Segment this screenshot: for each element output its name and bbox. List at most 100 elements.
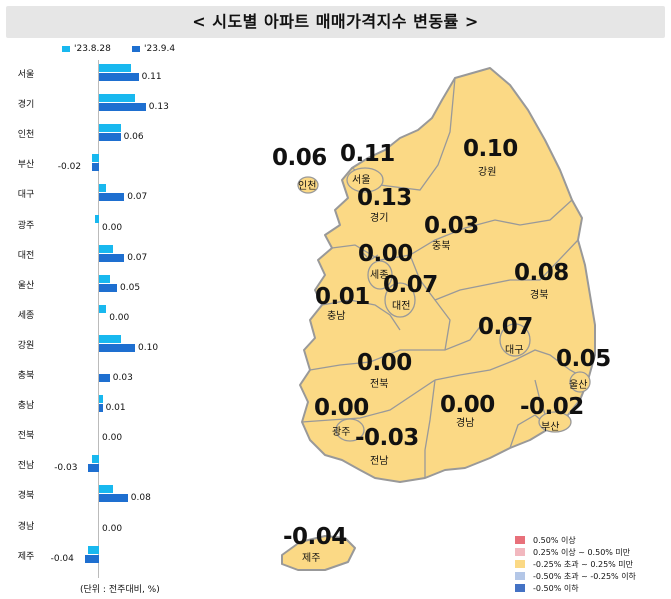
bar-category-label: 광주 <box>17 220 35 231</box>
map-region-name: 충북 <box>432 241 451 252</box>
map-legend-label: 0.50% 이상 <box>533 535 576 545</box>
legend-label-1: '23.8.28 <box>74 44 111 54</box>
bar-1 <box>99 244 114 253</box>
bar-category-label: 충남 <box>17 401 35 412</box>
map-legend-swatch <box>515 560 525 568</box>
bar-data-label: 0.00 <box>102 523 123 534</box>
map-region-value: -0.04 <box>283 524 347 550</box>
bar-data-label: 0.07 <box>127 192 148 203</box>
map-region-value: 0.11 <box>340 141 395 167</box>
bar-category-label: 제주 <box>17 551 35 562</box>
map-region-name: 광주 <box>332 427 351 438</box>
bar-1 <box>99 94 135 103</box>
map-region-name: 울산 <box>569 380 588 391</box>
bar-category-label: 세종 <box>17 310 35 321</box>
map-legend-swatch <box>515 584 525 592</box>
bar-category-label: 경남 <box>17 521 35 532</box>
map-region-name: 인천 <box>298 181 317 192</box>
bar-2 <box>99 133 121 142</box>
map-region-value: 0.06 <box>272 145 327 171</box>
map-region-name: 서울 <box>352 175 371 186</box>
bar-data-label: 0.08 <box>130 493 151 504</box>
map-region-name: 경기 <box>370 213 389 224</box>
map-region-value: 0.10 <box>463 136 518 162</box>
map-legend-label: -0.50% 이하 <box>533 583 579 593</box>
bar-1 <box>99 274 110 283</box>
map-region-value: 0.00 <box>314 395 369 421</box>
legend-swatch-2 <box>132 46 140 52</box>
bar-2 <box>99 103 146 112</box>
map-region-name: 부산 <box>541 422 560 433</box>
bar-data-label: 0.00 <box>109 312 130 323</box>
bar-data-label: 0.03 <box>112 373 133 383</box>
map-legend-swatch <box>515 548 525 556</box>
title-bar: < 시도별 아파트 매매가격지수 변동률 > <box>6 6 665 38</box>
map-region-value: 0.00 <box>358 241 413 267</box>
map-region-name: 대전 <box>392 301 411 312</box>
busan-shape <box>538 411 572 433</box>
bar-1 <box>99 485 114 494</box>
bar-category-label: 부산 <box>17 160 35 171</box>
bar-1 <box>99 304 107 313</box>
bar-axis-line <box>98 60 99 578</box>
bar-data-label: 0.01 <box>105 403 126 414</box>
bar-data-label: 0.00 <box>102 222 123 233</box>
unit-note: (단위 : 전주대비, %) <box>80 585 160 595</box>
bar-data-label: 0.06 <box>123 132 144 143</box>
sejong-shape <box>367 260 393 290</box>
incheon-shape <box>297 176 319 194</box>
bar-2 <box>84 554 99 563</box>
bar-1 <box>91 154 99 163</box>
map-region-value: 0.07 <box>478 314 533 340</box>
legend-swatch-1 <box>62 46 70 52</box>
bar-2 <box>99 193 125 202</box>
map-legend-label: -0.25% 초과 ~ 0.25% 미만 <box>533 559 634 569</box>
map-region-name: 강원 <box>478 167 497 178</box>
bar-1 <box>99 124 121 133</box>
map-region-value: 0.00 <box>357 350 412 376</box>
map-region-value: 0.03 <box>424 213 479 239</box>
bar-category-label: 전남 <box>17 461 35 472</box>
bar-1 <box>91 455 99 464</box>
bar-category-label: 충북 <box>17 371 35 381</box>
jeju-shape <box>281 535 356 571</box>
bar-data-label: -0.02 <box>57 162 82 173</box>
bar-2 <box>99 253 125 262</box>
map-region-value: 0.13 <box>357 185 412 211</box>
bar-2 <box>99 404 103 413</box>
bar-2 <box>99 374 110 382</box>
map-region-name: 경남 <box>456 418 475 429</box>
map-region-value: 0.05 <box>556 346 611 372</box>
bar-1 <box>99 395 103 404</box>
bar-category-label: 인천 <box>17 130 35 141</box>
ulsan-shape <box>569 371 591 393</box>
map-legend-item: -0.50% 초과 ~ -0.25% 이하 <box>515 570 636 582</box>
bar-1 <box>88 545 99 554</box>
bar-category-label: 대전 <box>17 250 35 261</box>
bar-1 <box>99 64 132 72</box>
map-legend-swatch <box>515 572 525 580</box>
map-region-name: 충남 <box>327 311 346 322</box>
map-region-name: 대구 <box>505 345 524 356</box>
bar-data-label: 0.00 <box>102 433 123 444</box>
map-region-name: 전남 <box>370 456 389 467</box>
map-legend-item: 0.25% 이상 ~ 0.50% 미만 <box>515 546 636 558</box>
bar-2 <box>91 163 99 172</box>
map-region-name: 전북 <box>370 379 389 390</box>
map-region-value: 0.08 <box>514 260 569 286</box>
bar-category-label: 경북 <box>17 491 35 502</box>
bar-data-label: 0.10 <box>138 342 159 353</box>
bar-data-label: -0.04 <box>50 553 74 564</box>
map-legend-label: 0.25% 이상 ~ 0.50% 미만 <box>533 547 631 557</box>
bar-1 <box>99 184 107 193</box>
bar-data-label: 0.05 <box>120 282 141 293</box>
bar-1 <box>95 214 99 223</box>
bar-data-label: -0.03 <box>54 463 78 474</box>
bar-2 <box>88 464 99 473</box>
map-region-value: 0.07 <box>383 272 438 298</box>
bar-2 <box>99 283 117 292</box>
bar-data-label: 0.11 <box>141 72 162 82</box>
map-legend-item: 0.50% 이상 <box>515 534 636 546</box>
gwangju-shape <box>335 418 365 442</box>
map-legend-label: -0.50% 초과 ~ -0.25% 이하 <box>533 571 636 581</box>
